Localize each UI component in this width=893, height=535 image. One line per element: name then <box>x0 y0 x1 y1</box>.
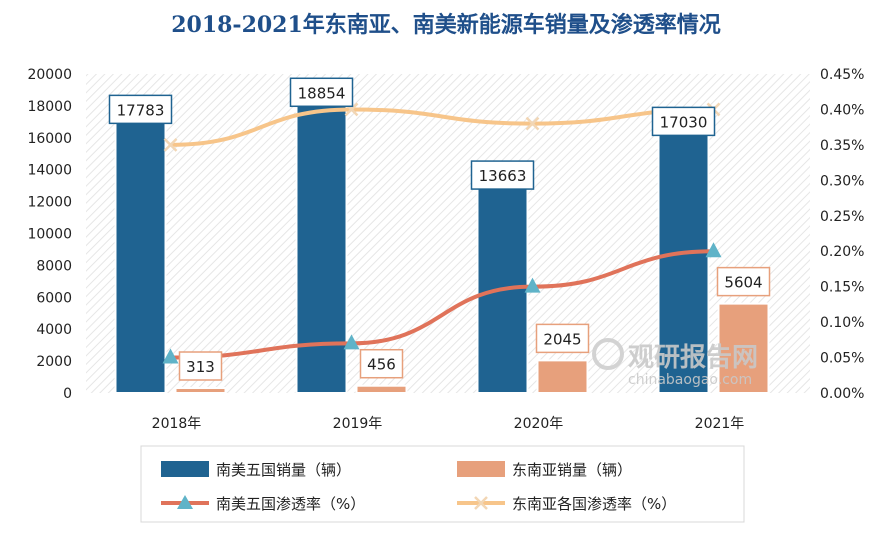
left-tick-label: 0 <box>63 386 72 402</box>
right-tick-label: 0.40% <box>820 102 864 118</box>
right-tick-label: 0.05% <box>820 351 864 367</box>
southeast-asia-penetration-line <box>170 107 714 147</box>
legend-label: 东南亚销量（辆） <box>512 461 632 479</box>
category-axis: 2018年 2019年 2020年 2021年 <box>152 416 745 432</box>
category-label: 2018年 <box>152 416 202 432</box>
legend-label: 南美五国渗透率（%） <box>216 495 365 513</box>
legend-item-line-0: 南美五国渗透率（%） <box>161 495 365 513</box>
data-label-box <box>470 160 535 190</box>
legend-box <box>140 445 745 523</box>
right-tick-label: 0.35% <box>820 138 864 154</box>
right-tick-label: 0.30% <box>820 173 864 189</box>
left-axis: 0 2000 4000 6000 8000 10000 12000 14000 16000 180… <box>27 67 72 402</box>
data-label-box <box>716 266 771 297</box>
right-tick-label: 0.25% <box>820 209 864 225</box>
watermark-logo-icon <box>592 338 624 370</box>
left-tick-label: 4000 <box>36 322 72 338</box>
watermark: 观研报告网 chinabaogao.com <box>592 338 758 388</box>
bar-southeast-asia <box>536 359 589 395</box>
data-label: 17783 <box>117 101 165 119</box>
legend-label: 东南亚各国渗透率（%） <box>512 495 676 513</box>
bar-south-america <box>295 91 348 395</box>
left-tick-label: 18000 <box>27 99 72 115</box>
watermark-en: chinabaogao.com <box>628 372 752 388</box>
legend-item-bar-0: 南美五国销量（辆） <box>161 461 351 479</box>
legend-item-line-1: 东南亚各国渗透率（%） <box>457 495 676 513</box>
bar-southeast-asia <box>355 384 408 395</box>
left-tick-label: 8000 <box>36 258 72 274</box>
data-label-box <box>108 94 173 125</box>
data-label-box <box>359 348 404 379</box>
x-marker <box>163 138 178 152</box>
chart-title: 2018-2021年东南亚、南美新能源车销量及渗透率情况 <box>171 12 721 38</box>
left-tick-label: 12000 <box>27 195 72 211</box>
data-label: 456 <box>367 356 396 374</box>
triangle-marker-icon <box>177 495 193 509</box>
data-label: 18854 <box>298 84 346 102</box>
triangle-marker <box>162 348 179 364</box>
left-tick-label: 14000 <box>27 163 72 179</box>
right-tick-label: 0.15% <box>820 280 864 296</box>
right-tick-label: 0.20% <box>820 244 864 260</box>
legend-swatch <box>161 461 209 477</box>
watermark-cn: 观研报告网 <box>628 342 758 373</box>
x-marker-icon <box>474 496 488 510</box>
triangle-marker <box>343 334 360 350</box>
bar-southeast-asia <box>717 302 770 395</box>
data-label-box <box>178 351 223 381</box>
right-axis: 0.00% 0.05% 0.10% 0.15% 0.20% 0.25% 0.30% 0.35%… <box>820 67 864 402</box>
data-label-box <box>651 106 716 137</box>
bar-south-america <box>114 108 167 395</box>
data-label: 5604 <box>724 274 762 292</box>
legend-label: 南美五国销量（辆） <box>216 461 351 479</box>
data-labels: 17783 18854 13663 17030 313 456 2045 5604 <box>108 77 771 381</box>
right-tick-label: 0.10% <box>820 315 864 331</box>
triangle-marker <box>524 277 541 293</box>
category-label: 2020年 <box>514 416 564 432</box>
south-america-penetration-line <box>170 249 714 360</box>
data-label: 17030 <box>660 113 708 131</box>
data-label-box <box>289 77 354 108</box>
right-tick-label: 0.00% <box>820 386 864 402</box>
data-label-box <box>535 323 590 354</box>
x-marker <box>525 116 540 131</box>
left-tick-label: 16000 <box>27 131 72 147</box>
data-label: 313 <box>186 358 215 376</box>
category-label: 2021年 <box>695 416 745 432</box>
triangle-marker <box>705 242 722 258</box>
bar-south-america <box>476 174 529 394</box>
data-label: 2045 <box>543 330 581 348</box>
bar-southeast-asia <box>174 387 227 395</box>
legend-item-bar-1: 东南亚销量（辆） <box>457 461 632 479</box>
left-tick-label: 6000 <box>36 290 72 306</box>
left-tick-label: 20000 <box>27 67 72 83</box>
legend-swatch <box>457 461 505 477</box>
category-label: 2019年 <box>333 416 383 432</box>
left-tick-label: 2000 <box>36 354 72 370</box>
data-label: 13663 <box>479 167 527 185</box>
left-tick-label: 10000 <box>27 227 72 243</box>
right-tick-label: 0.45% <box>820 67 864 83</box>
